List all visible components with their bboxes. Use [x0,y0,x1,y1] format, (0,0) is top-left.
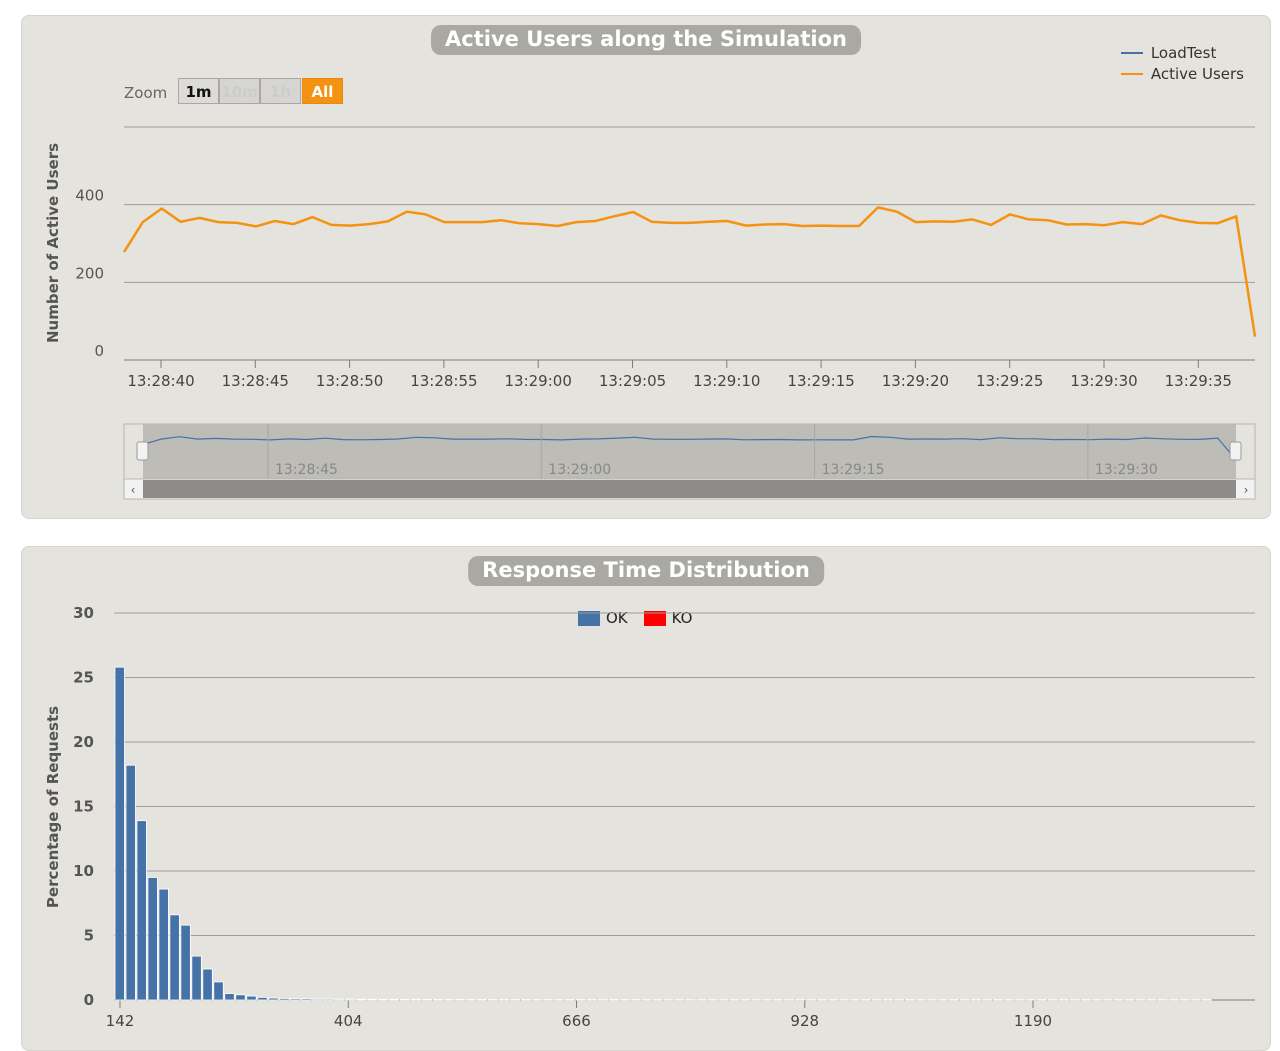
bar-ok [158,888,169,1001]
legend-label: LoadTest [1150,43,1217,62]
x-tick-label: 928 [790,1012,819,1030]
x-tick-label: 13:28:50 [316,372,383,390]
active-users-chart: 0 200 400 Number of Active Users 13:28:40 13:… [44,126,1257,500]
zoom-1h-button[interactable]: 1h [260,78,301,104]
bar-ok [301,998,312,1001]
active-users-panel: Active Users along the Simulation Zoom 1… [21,15,1271,519]
bar-ok [389,998,400,1001]
y-tick-label: 0 [94,342,104,360]
navigator-tick-label: 13:28:45 [275,462,338,478]
y-axis-label: Number of Active Users [44,143,62,343]
navigator-handle[interactable] [1229,441,1242,461]
bar-ok [432,999,444,1001]
x-tick-label: 13:28:55 [410,372,477,390]
x-tick-label: 13:29:10 [693,372,760,390]
y-tick-label: 200 [75,264,104,282]
chart-legend: LoadTest Active Users [1120,42,1244,84]
chart-title: Active Users along the Simulation [431,25,861,55]
y-tick-label: 15 [73,798,94,816]
bar-ok [312,998,323,1001]
navigator-series-line [142,435,1237,461]
response-time-chart: 0 5 10 15 20 25 30 Percentage of Requests 142 404… [44,604,1255,1030]
navigator-tick-label: 13:29:00 [548,462,611,478]
bar-ok [465,999,477,1001]
y-axis-label: Percentage of Requests [44,706,62,908]
legend-item-active-users[interactable]: Active Users [1120,63,1244,84]
bar-ok [125,764,136,1001]
navigator-selection [143,424,1236,479]
bar-ok [114,666,125,1001]
navigator-tick-label: 13:29:15 [822,462,885,478]
bar-ok [356,998,367,1001]
y-tick-label: 0 [84,991,94,1009]
bar-ok [367,998,378,1001]
scrollbar-thumb[interactable] [143,480,1236,498]
bar-ok [421,998,433,1001]
bar-ok [476,999,488,1001]
bar-ok [378,998,389,1001]
y-tick-label: 10 [73,862,94,880]
bar-ok [454,999,466,1001]
bar-ok [246,995,257,1001]
legend-item-loadtest[interactable]: LoadTest [1120,42,1244,63]
x-tick-label: 404 [334,1012,363,1030]
y-tick-label: 5 [84,927,94,945]
bar-ok [191,955,202,1001]
bar-ok [147,877,158,1001]
bar-ok [399,998,411,1001]
response-time-panel: Response Time Distribution OK KO 0 5 10 15 2… [21,546,1271,1051]
bar-ok [279,998,290,1001]
x-tick-label: 1190 [1014,1012,1052,1030]
x-tick-label: 13:29:15 [787,372,854,390]
bar-ok [268,997,279,1001]
y-tick-label: 20 [73,733,94,751]
bar-ok [323,998,334,1001]
y-tick-label: 30 [73,604,94,622]
x-tick-label: 666 [562,1012,591,1030]
scroll-left-icon[interactable]: ‹ [131,483,136,497]
y-tick-label: 400 [75,187,104,205]
bar-ok [202,968,213,1001]
x-tick-label: 13:28:40 [127,372,194,390]
x-tick-label: 13:29:20 [882,372,949,390]
x-tick-label: 13:29:30 [1070,372,1137,390]
legend-label: Active Users [1150,64,1244,83]
zoom-all-button[interactable]: All [302,78,343,104]
bar-ok [290,998,301,1001]
bar-ok [345,998,356,1001]
x-tick-label: 13:29:25 [976,372,1043,390]
bar-ok [257,997,268,1001]
x-tick-label: 13:29:05 [599,372,666,390]
navigator-handle[interactable] [136,441,149,461]
zoom-10m-button[interactable]: 10m [219,78,260,104]
bar-ok [213,981,224,1001]
bar-ok [235,994,246,1001]
zoom-label: Zoom [124,84,168,102]
bar-ok [443,999,455,1001]
chart-title: Response Time Distribution [468,556,824,586]
bar-ok [136,820,147,1001]
x-tick-label: 13:28:45 [222,372,289,390]
y-tick-label: 25 [73,669,94,687]
x-tick-label: 13:29:35 [1165,372,1232,390]
bar-ok [334,998,345,1001]
x-tick-label: 142 [106,1012,135,1030]
series-line-active-users [122,206,1257,337]
bar-ok [224,993,235,1001]
navigator-tick-label: 13:29:30 [1095,462,1158,478]
bar-ok [410,998,422,1001]
zoom-1m-button[interactable]: 1m [178,78,219,104]
scroll-right-icon[interactable]: › [1244,483,1249,497]
x-tick-label: 13:29:00 [505,372,572,390]
bar-ok [180,924,191,1001]
bar-ok [169,914,180,1001]
